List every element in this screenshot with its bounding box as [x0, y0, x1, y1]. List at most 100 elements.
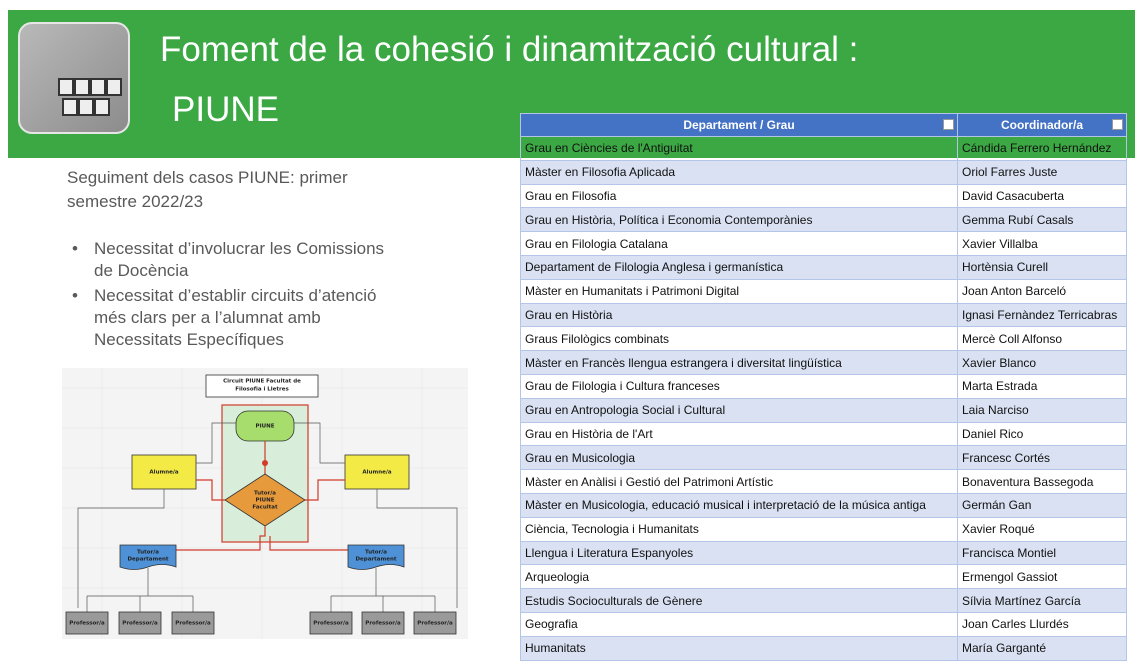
- table-cell: Màster en Anàlisi i Gestió del Patrimoni…: [520, 469, 958, 494]
- table-cell: Grau de Filologia i Cultura franceses: [520, 373, 958, 399]
- table-cell: Hortènsia Curell: [957, 254, 1127, 280]
- tutor-departament-node: [347, 544, 405, 570]
- alumne-node: [131, 454, 197, 490]
- table-cell: Xavier Villalba: [957, 231, 1127, 256]
- filter-button[interactable]: [943, 119, 954, 130]
- table-row: Grau en Història de l'Art Daniel Rico: [520, 421, 1127, 447]
- column-header: Departament / Grau: [520, 113, 958, 137]
- table-row: Grau en Filosofia David Casacuberta: [520, 183, 1127, 209]
- table-cell: Grau en Ciències de l'Antiguitat: [520, 136, 958, 161]
- diagram-title: Circuit PIUNE Facultat de: [223, 379, 301, 385]
- table-row: Arqueologia Ermengol Gassiot: [520, 564, 1127, 590]
- tutor-departament-label: Departament: [127, 557, 168, 563]
- table-cell: Oriol Farres Juste: [957, 159, 1127, 185]
- slide: Foment de la cohesió i dinamització cult…: [8, 10, 1135, 661]
- table-cell: Gemma Rubí Casals: [957, 207, 1127, 233]
- professor-label: Professor/a: [69, 621, 105, 627]
- table-cell: Ignasi Fernàndez Terricabras: [957, 302, 1127, 328]
- column-header-text: Departament / Grau: [683, 118, 795, 132]
- intro-line: semestre 2022/23: [67, 192, 204, 211]
- table-cell: Francesc Cortés: [957, 445, 1127, 471]
- bullet-line: més clars per a l’alumnat amb: [94, 308, 321, 327]
- table-cell: Grau en Antropologia Social i Cultural: [520, 397, 958, 423]
- table-cell: Grau en Musicologia: [520, 445, 958, 471]
- alumne-label: Alumne/a: [362, 470, 391, 476]
- connectors: [77, 422, 458, 612]
- filter-button[interactable]: [1112, 119, 1123, 130]
- table-cell: Xavier Roqué: [957, 516, 1127, 542]
- table-cell: Arqueologia: [520, 564, 958, 590]
- table-row: Grau en Antropologia Social i Cultural La…: [520, 397, 1127, 423]
- table-cell: Joan Carles Llurdés: [957, 611, 1127, 637]
- table-cell: Grau en Filosofia: [520, 183, 958, 209]
- professor-node: [118, 611, 162, 635]
- table-row: Geografia Joan Carles Llurdés: [520, 611, 1127, 637]
- table-cell: Ermengol Gassiot: [957, 564, 1127, 590]
- table-cell: Llengua i Literatura Espanyoles: [520, 540, 958, 566]
- table-cell: Daniel Rico: [957, 421, 1127, 447]
- table-cell: Cándida Ferrero Hernández: [957, 136, 1127, 161]
- professor-node: [413, 611, 457, 635]
- professor-node: [65, 611, 109, 635]
- bullet-dot: •: [72, 239, 78, 258]
- table-cell: Màster en Francès llengua estrangera i d…: [520, 350, 958, 375]
- table-cell: Marta Estrada: [957, 373, 1127, 399]
- table-row: Grau de Filologia i Cultura franceses Mar…: [520, 373, 1127, 399]
- table-cell: Germán Gan: [957, 492, 1127, 518]
- alumne-label: Alumne/a: [149, 470, 178, 476]
- table-row: Grau en Musicologia Francesc Cortés: [520, 445, 1127, 471]
- tutor-departament-label: Tutor/a: [137, 550, 159, 556]
- table-row: Màster en Musicologia, educació musical …: [520, 492, 1127, 518]
- table-cell: Sílvia Martínez García: [957, 588, 1127, 613]
- table-row: Grau en Història Ignasi Fernàndez Terrica…: [520, 302, 1127, 328]
- tutor-piune-label: PIUNE: [256, 498, 275, 504]
- intro-line: Seguiment dels casos PIUNE: primer: [67, 168, 348, 187]
- tutor-departament-label: Tutor/a: [365, 550, 387, 556]
- piune-label: PIUNE: [256, 424, 275, 430]
- header-photo: [18, 22, 130, 134]
- professor-label: Professor/a: [313, 621, 349, 627]
- table-cell: David Casacuberta: [957, 183, 1127, 209]
- professor-label: Professor/a: [122, 621, 158, 627]
- table-row: Humanitats María Garganté: [520, 635, 1127, 661]
- table-cell: Grau en Història: [520, 302, 958, 328]
- tutor-piune-label: Facultat: [252, 505, 278, 511]
- table-cell: Francisca Montiel: [957, 540, 1127, 566]
- bullet-dot: •: [72, 286, 78, 305]
- table-row: Màster en Francès llengua estrangera i d…: [520, 350, 1127, 375]
- table-header-row: Departament / Grau Coordinador/a: [520, 113, 1127, 137]
- table-row: Grau en Ciències de l'Antiguitat Cándida …: [520, 136, 1127, 161]
- column-header-text: Coordinador/a: [1000, 118, 1083, 132]
- tutor-departament-node: [119, 544, 177, 570]
- bullet-line: Necessitats Específiques: [94, 330, 284, 349]
- table-cell: María Garganté: [957, 635, 1127, 661]
- table-cell: Màster en Musicologia, educació musical …: [520, 492, 958, 518]
- table-cell: Grau en Història de l'Art: [520, 421, 958, 447]
- bullet-line: Necessitat d’establir circuits d’atenció: [94, 286, 377, 305]
- table-cell: Estudis Socioculturals de Gènere: [520, 588, 958, 613]
- alumne-node: [344, 454, 410, 490]
- table-row: Màster en Filosofia Aplicada Oriol Farres…: [520, 159, 1127, 185]
- professor-label: Professor/a: [417, 621, 453, 627]
- table-cell: Humanitats: [520, 635, 958, 661]
- professor-label: Professor/a: [365, 621, 401, 627]
- professor-node: [171, 611, 215, 635]
- table-row: Estudis Socioculturals de Gènere Sílvia M…: [520, 588, 1127, 613]
- diagram-title: Filosofia i Lletres: [235, 387, 289, 393]
- professor-label: Professor/a: [175, 621, 211, 627]
- table-cell: Laia Narciso: [957, 397, 1127, 423]
- table-row: Màster en Humanitats i Patrimoni Digital…: [520, 278, 1127, 304]
- table-row: Graus Filològics combinats Mercè Coll Alf…: [520, 326, 1127, 352]
- column-header: Coordinador/a: [957, 113, 1127, 137]
- table-row: Llengua i Literatura Espanyoles Francisca…: [520, 540, 1127, 566]
- table-cell: Departament de Filologia Anglesa i germa…: [520, 254, 958, 280]
- table-cell: Graus Filològics combinats: [520, 326, 958, 352]
- bullet-line: Necessitat d’involucrar les Comissions: [94, 239, 385, 258]
- coordinators-table: Departament / Grau Coordinador/a Grau en…: [520, 113, 1127, 661]
- title-line: Foment de la cohesió i dinamització cult…: [160, 30, 859, 69]
- bullet-line: de Docència: [94, 261, 189, 280]
- table-row: Ciència, Tecnologia i Humanitats Xavier R…: [520, 516, 1127, 542]
- piune-diagram: Circuit PIUNE Facultat de Filosofia i Ll…: [62, 368, 468, 639]
- table-row: Grau en Filologia Catalana Xavier Villalb…: [520, 231, 1127, 256]
- table-cell: Màster en Humanitats i Patrimoni Digital: [520, 278, 958, 304]
